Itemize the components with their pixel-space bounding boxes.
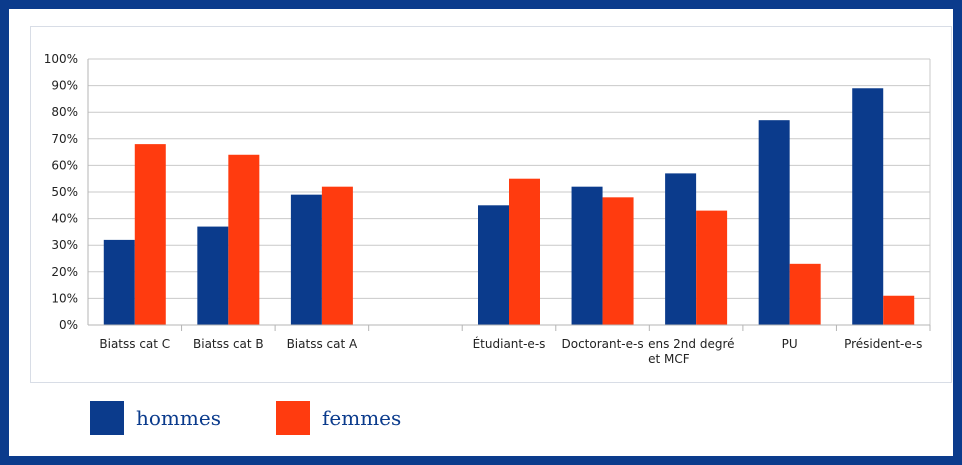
y-tick-label: 80% bbox=[51, 105, 78, 119]
bar-femmes bbox=[509, 178, 540, 325]
bar-femmes bbox=[321, 186, 353, 325]
x-tick-label: ens 2nd degré bbox=[648, 337, 734, 351]
bar-hommes bbox=[758, 120, 790, 326]
y-tick-label: 30% bbox=[51, 238, 78, 252]
bar-hommes bbox=[290, 194, 322, 325]
x-tick-label: PU bbox=[782, 337, 798, 351]
legend-label-hommes: hommes bbox=[136, 406, 221, 430]
bar-hommes bbox=[103, 239, 135, 325]
bar-hommes bbox=[478, 205, 509, 325]
x-tick-label: Biatss cat B bbox=[193, 337, 264, 351]
legend-item-femmes: femmes bbox=[276, 398, 401, 438]
bar-hommes bbox=[665, 173, 697, 325]
bar-hommes bbox=[852, 88, 884, 325]
y-tick-label: 40% bbox=[51, 212, 78, 226]
y-tick-label: 100% bbox=[44, 52, 78, 66]
legend-label-femmes: femmes bbox=[322, 406, 402, 430]
y-tick-label: 70% bbox=[51, 132, 78, 146]
legend-item-hommes: hommes bbox=[90, 398, 221, 438]
x-tick-label: Biatss cat C bbox=[99, 337, 170, 351]
bar-femmes bbox=[696, 210, 728, 325]
y-tick-label: 60% bbox=[51, 158, 78, 172]
x-tick-label: Président-e-s bbox=[844, 337, 922, 351]
y-tick-label: 10% bbox=[51, 291, 78, 305]
y-tick-label: 90% bbox=[51, 79, 78, 93]
bar-femmes bbox=[134, 144, 166, 325]
bar-hommes bbox=[197, 226, 229, 325]
y-tick-label: 0% bbox=[59, 318, 78, 332]
bar-femmes bbox=[883, 295, 915, 325]
x-tick-label: et MCF bbox=[648, 352, 690, 366]
x-tick-label: Étudiant-e-s bbox=[473, 336, 546, 351]
y-tick-label: 20% bbox=[51, 265, 78, 279]
x-tick-label: Biatss cat A bbox=[287, 337, 358, 351]
bar-femmes bbox=[602, 197, 634, 325]
legend-swatch-hommes bbox=[90, 401, 124, 435]
legend-swatch-femmes bbox=[276, 401, 310, 435]
x-tick-label: Doctorant-e-s bbox=[561, 337, 643, 351]
bar-hommes bbox=[571, 186, 603, 325]
bar-femmes bbox=[789, 263, 821, 325]
bar-femmes bbox=[228, 154, 260, 325]
y-tick-label: 50% bbox=[51, 185, 78, 199]
